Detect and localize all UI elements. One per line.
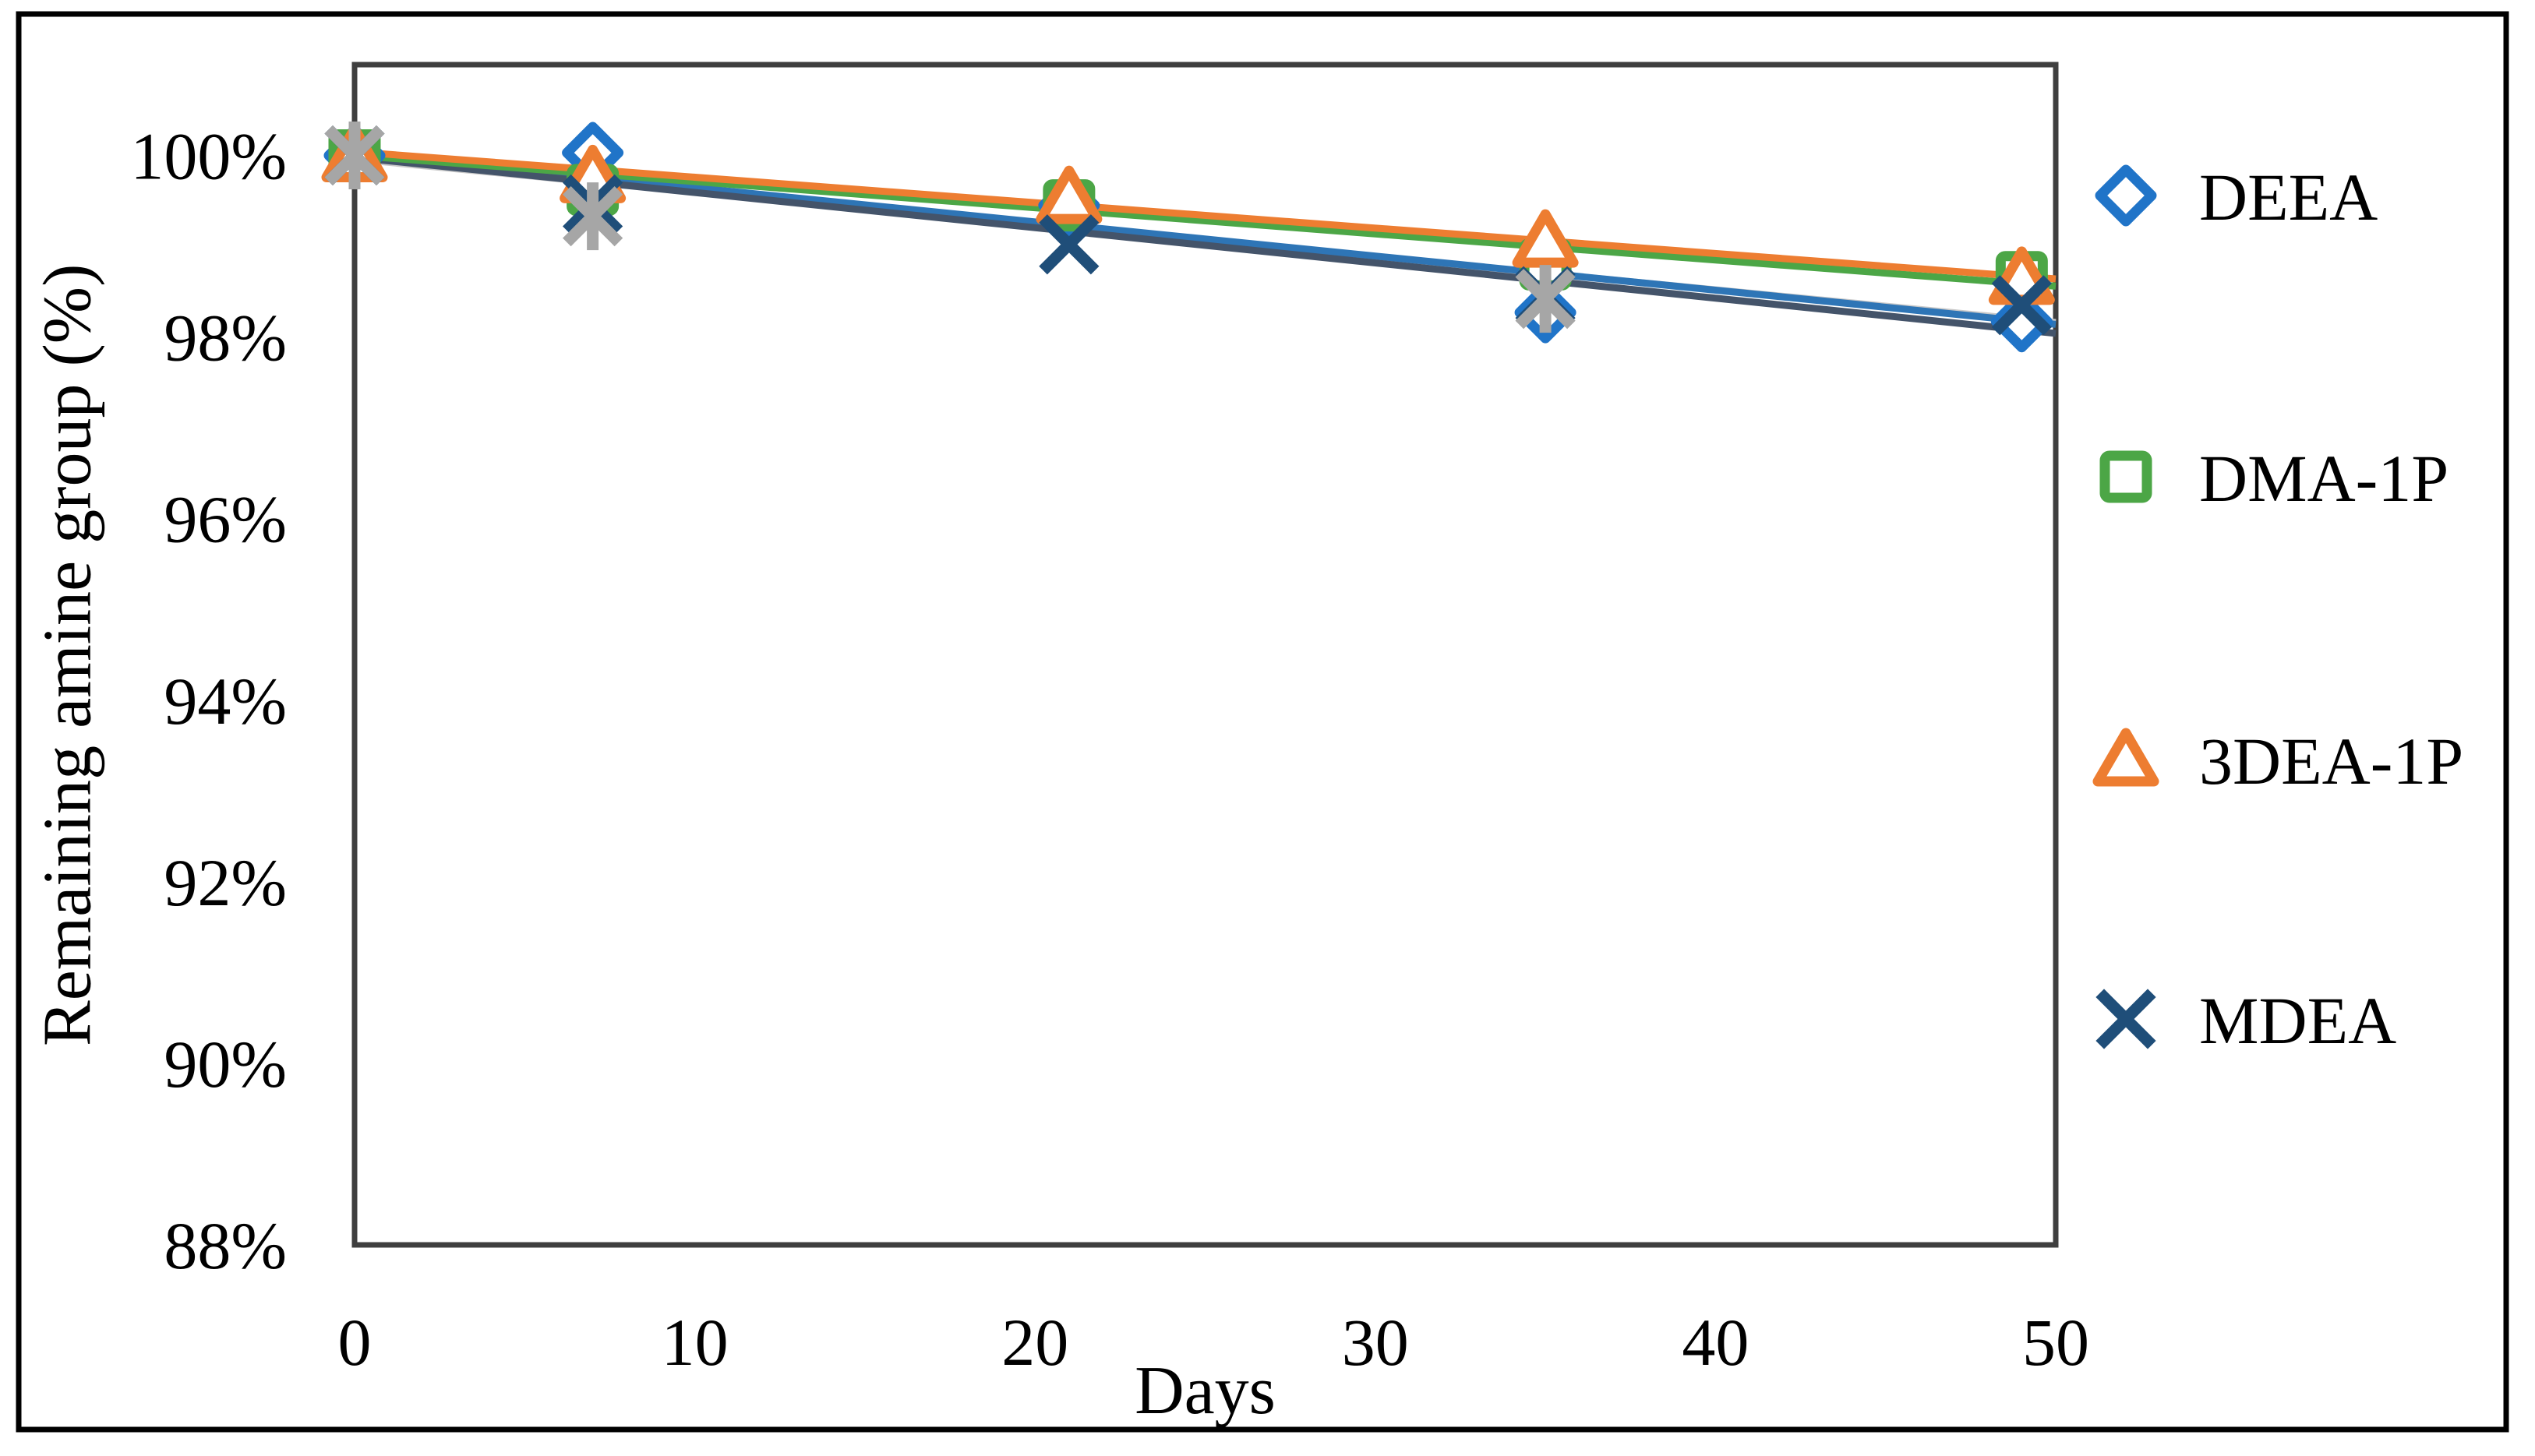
series-MDEA-marker-day49 — [1991, 275, 2052, 336]
y-tick-label-88%: 88% — [164, 1208, 287, 1283]
plot-area-border — [351, 62, 2059, 1248]
series-MDEA-trendline — [354, 153, 2057, 337]
series-DMA-1P-trendline — [354, 152, 2057, 290]
legend-marker-3DEA-1P — [2092, 728, 2159, 787]
legend-label-MDEA: MDEA — [2199, 983, 2396, 1058]
x-axis-title: Days — [1135, 1353, 1276, 1429]
series-unlabeled-marker-day0 — [324, 122, 385, 190]
legend-label-DMA-1P: DMA-1P — [2199, 441, 2448, 516]
series-3DEA-1P-marker-day21 — [1036, 165, 1103, 224]
legend-marker-DEEA — [2095, 164, 2157, 227]
x-tick-label-10: 10 — [662, 1305, 729, 1380]
x-tick-label-50: 50 — [2022, 1305, 2089, 1380]
legend-label-DEEA: DEEA — [2199, 160, 2378, 234]
series-unlabeled-marker-day7 — [563, 182, 623, 251]
y-tick-label-100%: 100% — [130, 119, 287, 194]
x-tick-label-30: 30 — [1342, 1305, 1409, 1380]
legend-marker-DMA-1P — [2099, 450, 2152, 503]
y-tick-label-94%: 94% — [164, 664, 287, 739]
series-3DEA-1P-trendline — [354, 148, 2057, 283]
series-DEEA-trendline — [354, 150, 2057, 328]
legend-marker-MDEA — [2095, 989, 2156, 1049]
series-3DEA-1P-marker-day35 — [1512, 209, 1579, 268]
y-tick-label-96%: 96% — [164, 482, 287, 557]
x-tick-label-20: 20 — [1001, 1305, 1068, 1380]
y-axis-title: Remaining amine group (%) — [30, 263, 106, 1046]
series-DEEA-marker-day49 — [1990, 291, 2053, 353]
y-tick-label-90%: 90% — [164, 1027, 287, 1102]
figure-border — [16, 11, 2509, 1433]
legend-label-3DEA-1P: 3DEA-1P — [2199, 724, 2463, 799]
x-tick-label-0: 0 — [338, 1305, 372, 1380]
series-unlabeled-marker-day35 — [1515, 265, 1576, 333]
series-MDEA-marker-day21 — [1039, 214, 1100, 275]
y-tick-label-92%: 92% — [164, 845, 287, 920]
y-tick-label-98%: 98% — [164, 301, 287, 375]
x-tick-label-40: 40 — [1682, 1305, 1749, 1380]
